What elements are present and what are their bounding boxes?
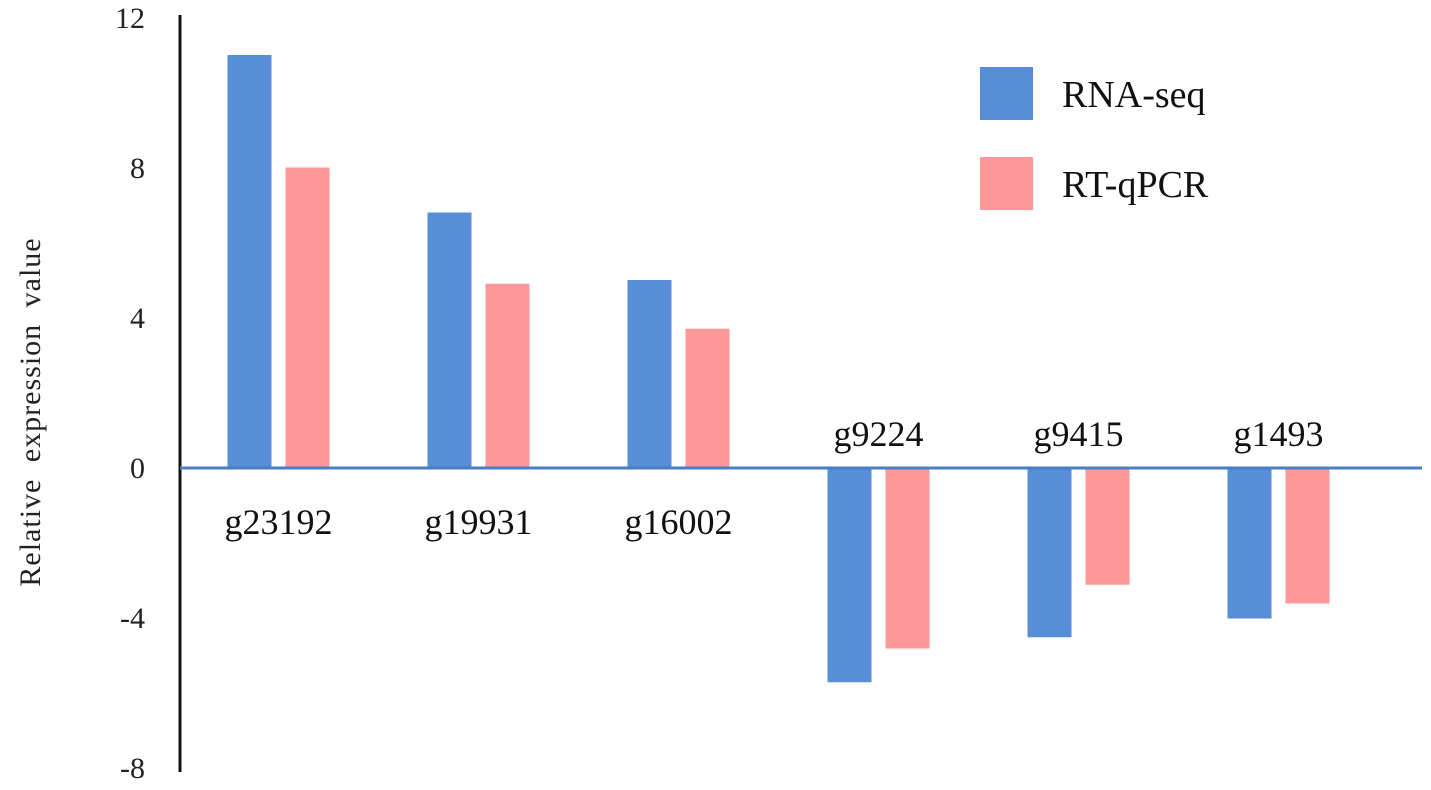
- y-tick-label: -8: [120, 752, 145, 785]
- y-tick-label: 8: [130, 152, 145, 185]
- category-label-g9415: g9415: [1034, 414, 1124, 454]
- bar-rna-seq-g9224: [827, 467, 872, 683]
- category-label-g19931: g19931: [425, 502, 533, 542]
- category-labels: g23192 g19931 g16002 g9224 g9415 g1493: [225, 414, 1324, 542]
- y-tick-label: 4: [130, 302, 145, 335]
- legend-label-rt-qpcr: RT-qPCR: [1062, 164, 1209, 206]
- bar-rna-seq-g1493: [1227, 467, 1272, 619]
- bar-rt-qpcr-g16002: [685, 328, 730, 469]
- category-label-g9224: g9224: [834, 414, 924, 454]
- y-tick-label: 0: [130, 452, 145, 485]
- category-label-g16002: g16002: [625, 502, 733, 542]
- y-axis-title: Relative expression value: [14, 237, 47, 586]
- bar-rna-seq-g9415: [1027, 467, 1072, 638]
- legend-swatch-rt-qpcr: [980, 157, 1033, 210]
- y-tick-label: -4: [120, 602, 145, 635]
- y-tick-label: 12: [115, 2, 145, 35]
- bar-rna-seq-g23192: [227, 55, 272, 469]
- bars: [227, 55, 1330, 683]
- bar-rt-qpcr-g1493: [1285, 467, 1330, 604]
- category-label-g23192: g23192: [225, 502, 333, 542]
- bar-rna-seq-g19931: [427, 212, 472, 469]
- bar-rt-qpcr-g23192: [285, 167, 330, 469]
- category-label-g1493: g1493: [1234, 414, 1324, 454]
- bar-rt-qpcr-g9224: [885, 467, 930, 649]
- legend-swatch-rna-seq: [980, 67, 1033, 120]
- bar-rna-seq-g16002: [627, 280, 672, 469]
- bar-rt-qpcr-g19931: [485, 283, 530, 469]
- bar-rt-qpcr-g9415: [1085, 467, 1130, 585]
- y-tick-labels: 12 8 4 0 -4 -8: [115, 2, 145, 785]
- legend: RNA-seq RT-qPCR: [980, 67, 1209, 210]
- legend-label-rna-seq: RNA-seq: [1062, 74, 1206, 116]
